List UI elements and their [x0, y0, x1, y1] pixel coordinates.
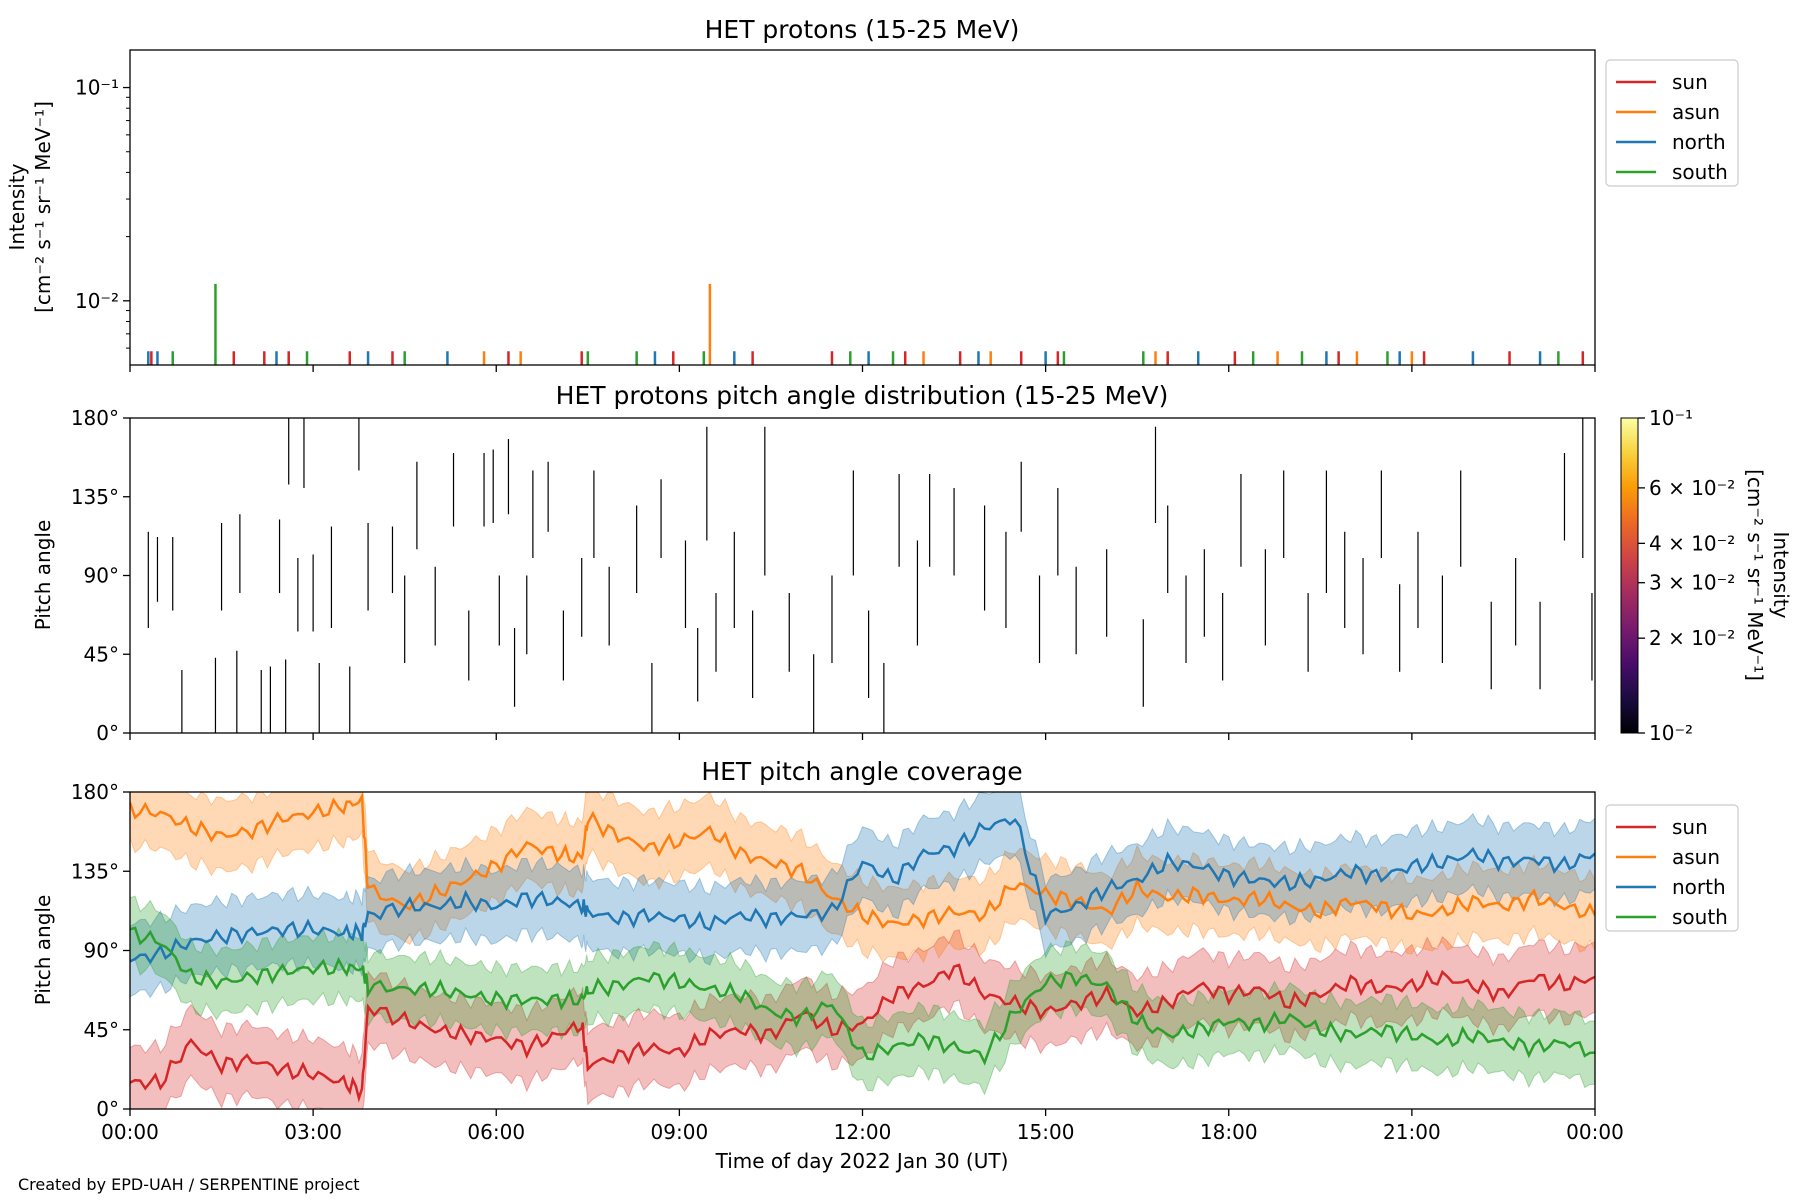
- y-tick-label: 135°: [71, 859, 119, 883]
- legend-label-north: north: [1672, 875, 1726, 899]
- panel-coverage-ylabel: Pitch angle: [31, 895, 55, 1006]
- panel-intensity-legend: sun asun north south: [1605, 59, 1739, 187]
- series-line-asun: [130, 792, 1595, 930]
- legend-label-south: south: [1672, 905, 1728, 929]
- legend-label-north: north: [1672, 130, 1726, 154]
- panel-pad-x-axis: [129, 733, 1596, 740]
- x-tick-label: 03:00: [284, 1120, 342, 1144]
- x-tick-label: 15:00: [1017, 1120, 1075, 1144]
- panel-intensity-y-axis: 10⁻¹ 10⁻²: [75, 76, 130, 349]
- legend-label-asun: asun: [1672, 845, 1720, 869]
- panel-intensity-frame: [129, 49, 1596, 366]
- panel-coverage-title: HET pitch angle coverage: [701, 757, 1022, 786]
- colorbar-ticks: 10⁻¹ 6 × 10⁻² 4 × 10⁻² 3 × 10⁻² 2 × 10⁻² 10⁻²: [1638, 406, 1735, 745]
- colorbar-tick-label: 2 × 10⁻²: [1649, 626, 1735, 650]
- colorbar-tick-label: 3 × 10⁻²: [1649, 571, 1735, 595]
- footer-credit: Created by EPD-UAH / SERPENTINE project: [18, 1175, 360, 1194]
- y-tick-label: 90°: [84, 939, 119, 963]
- panel-coverage-y-axis: 0° 45° 90° 135° 180°: [71, 780, 130, 1121]
- x-tick-label: 00:00: [101, 1120, 159, 1144]
- legend-box: [1605, 804, 1739, 932]
- y-tick-label: 45°: [84, 1018, 119, 1042]
- panel-intensity-ylabel-line2: [cm⁻² s⁻¹ sr⁻¹ MeV⁻¹]: [31, 101, 55, 313]
- panel-coverage: HET pitch angle coverage 0° 45° 90° 135° 180…: [31, 757, 1739, 1173]
- panel-pad-title: HET protons pitch angle distribution (15…: [556, 381, 1169, 410]
- legend-label-south: south: [1672, 160, 1728, 184]
- legend-label-asun: asun: [1672, 100, 1720, 124]
- y-tick-label: 180°: [71, 780, 119, 804]
- x-tick-label: 09:00: [651, 1120, 709, 1144]
- y-tick-label: 10⁻²: [75, 289, 119, 313]
- band-asun: [130, 792, 1595, 964]
- y-tick-label: 0°: [96, 1097, 119, 1121]
- y-tick-label: 135°: [71, 485, 119, 509]
- legend-label-sun: sun: [1672, 815, 1708, 839]
- panel-pad-ylabel: Pitch angle: [31, 520, 55, 631]
- panel-intensity-plot-area: [147, 283, 1585, 365]
- panel-pad-plot-area: [147, 418, 1593, 733]
- band-sun: [130, 929, 1595, 1109]
- x-tick-label: 21:00: [1383, 1120, 1441, 1144]
- panel-intensity-x-axis: [129, 365, 1596, 372]
- x-tick-label: 18:00: [1200, 1120, 1258, 1144]
- colorbar-label-line1: Intensity: [1769, 531, 1793, 618]
- y-tick-label: 180°: [71, 406, 119, 430]
- colorbar: 10⁻¹ 6 × 10⁻² 4 × 10⁻² 3 × 10⁻² 2 × 10⁻² 10⁻²…: [1620, 406, 1793, 745]
- y-tick-label: 0°: [96, 721, 119, 745]
- panel-intensity-ylabel-line1: Intensity: [5, 163, 29, 250]
- panel-coverage-x-axis: 00:00 03:00 06:00 09:00 12:00 15:00 18:00 21:00…: [101, 1109, 1624, 1144]
- panel-pad-y-axis: 0° 45° 90° 135° 180°: [71, 406, 130, 745]
- y-tick-label: 90°: [84, 564, 119, 588]
- legend-box: [1605, 59, 1739, 187]
- colorbar-tick-label: 10⁻¹: [1649, 406, 1693, 430]
- colorbar-gradient: [1620, 417, 1639, 734]
- legend-label-sun: sun: [1672, 70, 1708, 94]
- band-north: [130, 792, 1595, 999]
- panel-coverage-plot-area: [130, 792, 1595, 1109]
- panel-intensity-title: HET protons (15-25 MeV): [705, 15, 1020, 44]
- colorbar-label-line2: [cm⁻² s⁻¹ sr⁻¹ MeV⁻¹]: [1743, 469, 1767, 681]
- colorbar-tick-label: 4 × 10⁻²: [1649, 531, 1735, 555]
- band-south: [130, 895, 1595, 1096]
- panel-coverage-xlabel: Time of day 2022 Jan 30 (UT): [715, 1149, 1009, 1173]
- panel-intensity: HET protons (15-25 MeV) 10⁻¹ 10⁻² Intensi…: [5, 15, 1739, 372]
- colorbar-tick-label: 6 × 10⁻²: [1649, 476, 1735, 500]
- series-line-south: [130, 926, 1595, 1066]
- y-tick-label: 10⁻¹: [75, 76, 119, 100]
- series-line-north: [130, 817, 1595, 965]
- x-tick-label: 00:00: [1566, 1120, 1624, 1144]
- series-line-sun: [130, 963, 1595, 1103]
- panel-pad: HET protons pitch angle distribution (15…: [31, 381, 1793, 745]
- panel-coverage-legend: sun asun north south: [1605, 804, 1739, 932]
- x-tick-label: 12:00: [834, 1120, 892, 1144]
- y-tick-label: 45°: [84, 642, 119, 666]
- x-tick-label: 06:00: [467, 1120, 525, 1144]
- colorbar-tick-label: 10⁻²: [1649, 721, 1693, 745]
